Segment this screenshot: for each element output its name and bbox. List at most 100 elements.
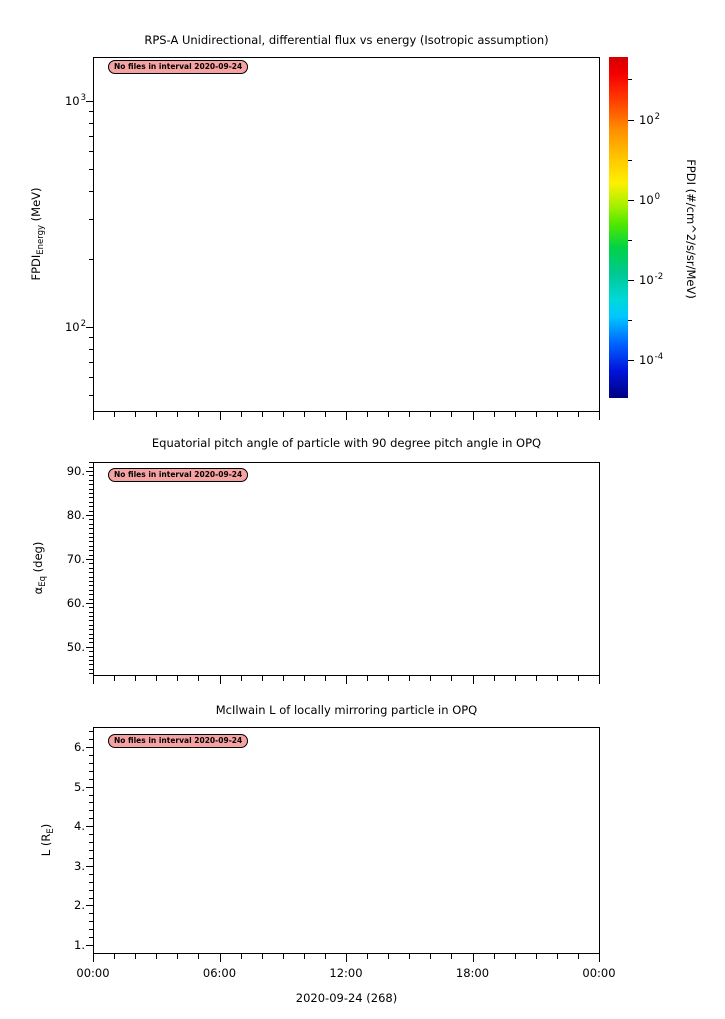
y-minor-tick bbox=[89, 136, 93, 137]
y-minor-tick bbox=[89, 497, 93, 498]
panel-title-mcilwain-l: McIlwain L of locally mirroring particle… bbox=[215, 703, 478, 717]
y-minor-tick bbox=[89, 590, 93, 591]
x-minor-tick bbox=[198, 412, 199, 417]
y-minor-tick bbox=[89, 660, 93, 661]
y-minor-tick bbox=[89, 506, 93, 507]
y-minor-tick bbox=[89, 890, 93, 891]
y-minor-tick bbox=[89, 541, 93, 542]
y-axis-label-flux: FPDIEnergy (MeV) bbox=[29, 187, 46, 281]
x-major-tick bbox=[473, 954, 474, 962]
y-minor-tick bbox=[89, 151, 93, 152]
x-minor-tick bbox=[409, 676, 410, 681]
colorbar-gradient bbox=[609, 57, 628, 398]
y-major-tick bbox=[86, 826, 93, 827]
y-minor-tick bbox=[89, 528, 93, 529]
x-minor-tick bbox=[494, 412, 495, 417]
x-minor-tick bbox=[177, 412, 178, 417]
y-tick-label: 5. bbox=[74, 780, 85, 794]
x-minor-tick bbox=[135, 676, 136, 681]
x-tick-label: 00:00 bbox=[76, 966, 110, 980]
x-minor-tick bbox=[451, 954, 452, 959]
x-minor-tick bbox=[114, 412, 115, 417]
plot-area-pitch-angle bbox=[93, 462, 600, 676]
x-major-tick bbox=[473, 676, 474, 684]
y-minor-tick bbox=[89, 169, 93, 170]
y-minor-tick bbox=[89, 850, 93, 851]
x-minor-tick bbox=[578, 412, 579, 417]
y-minor-tick bbox=[89, 502, 93, 503]
x-minor-tick bbox=[135, 954, 136, 959]
y-tick-label: 1. bbox=[74, 938, 85, 952]
plot-area-flux bbox=[93, 57, 600, 412]
y-minor-tick bbox=[89, 484, 93, 485]
x-minor-tick bbox=[262, 954, 263, 959]
y-minor-tick bbox=[89, 731, 93, 732]
x-major-tick bbox=[346, 954, 347, 962]
y-minor-tick bbox=[89, 651, 93, 652]
y-minor-tick bbox=[89, 524, 93, 525]
y-minor-tick bbox=[89, 842, 93, 843]
y-minor-tick bbox=[89, 669, 93, 670]
y-major-tick bbox=[86, 327, 93, 328]
colorbar-tick bbox=[628, 160, 632, 161]
y-tick-label: 103 bbox=[64, 93, 86, 108]
x-minor-tick bbox=[241, 954, 242, 959]
y-minor-tick bbox=[89, 771, 93, 772]
x-minor-tick bbox=[388, 412, 389, 417]
x-minor-tick bbox=[536, 412, 537, 417]
x-minor-tick bbox=[451, 676, 452, 681]
y-minor-tick bbox=[89, 489, 93, 490]
colorbar-tick bbox=[628, 120, 634, 121]
y-tick-label: 80. bbox=[66, 508, 85, 522]
x-minor-tick bbox=[515, 412, 516, 417]
x-minor-tick bbox=[114, 954, 115, 959]
y-minor-tick bbox=[89, 480, 93, 481]
y-minor-tick bbox=[89, 629, 93, 630]
x-minor-tick bbox=[578, 954, 579, 959]
y-minor-tick bbox=[89, 607, 93, 608]
colorbar-tick bbox=[628, 320, 632, 321]
y-tick-label: 6. bbox=[74, 740, 85, 754]
x-minor-tick bbox=[304, 954, 305, 959]
y-minor-tick bbox=[89, 634, 93, 635]
x-major-tick bbox=[93, 676, 94, 684]
x-minor-tick bbox=[241, 412, 242, 417]
x-minor-tick bbox=[388, 676, 389, 681]
y-minor-tick bbox=[89, 546, 93, 547]
y-minor-tick bbox=[89, 834, 93, 835]
no-data-badge-pitch-angle: No files in interval 2020-09-24 bbox=[108, 468, 249, 482]
y-minor-tick bbox=[89, 612, 93, 613]
x-minor-tick bbox=[304, 412, 305, 417]
y-major-tick bbox=[86, 515, 93, 516]
y-minor-tick bbox=[89, 937, 93, 938]
x-minor-tick bbox=[198, 676, 199, 681]
y-minor-tick bbox=[89, 673, 93, 674]
x-major-tick bbox=[599, 412, 600, 420]
y-minor-tick bbox=[89, 475, 93, 476]
y-minor-tick bbox=[89, 511, 93, 512]
x-minor-tick bbox=[557, 676, 558, 681]
y-minor-tick bbox=[89, 577, 93, 578]
x-minor-tick bbox=[262, 676, 263, 681]
x-minor-tick bbox=[409, 954, 410, 959]
y-minor-tick bbox=[89, 913, 93, 914]
y-minor-tick bbox=[89, 795, 93, 796]
y-minor-tick bbox=[89, 921, 93, 922]
x-minor-tick bbox=[515, 954, 516, 959]
y-tick-label: 50. bbox=[66, 640, 85, 654]
x-minor-tick bbox=[114, 676, 115, 681]
x-major-tick bbox=[93, 412, 94, 420]
colorbar-tick bbox=[628, 79, 632, 80]
y-minor-tick bbox=[89, 191, 93, 192]
y-minor-tick bbox=[89, 585, 93, 586]
y-minor-tick bbox=[89, 362, 93, 363]
y-minor-tick bbox=[89, 882, 93, 883]
x-major-tick bbox=[473, 412, 474, 420]
y-tick-label: 90. bbox=[66, 464, 85, 478]
y-minor-tick bbox=[89, 802, 93, 803]
x-minor-tick bbox=[325, 676, 326, 681]
x-minor-tick bbox=[430, 412, 431, 417]
y-minor-tick bbox=[89, 656, 93, 657]
colorbar-tick bbox=[628, 280, 634, 281]
y-minor-tick bbox=[89, 550, 93, 551]
